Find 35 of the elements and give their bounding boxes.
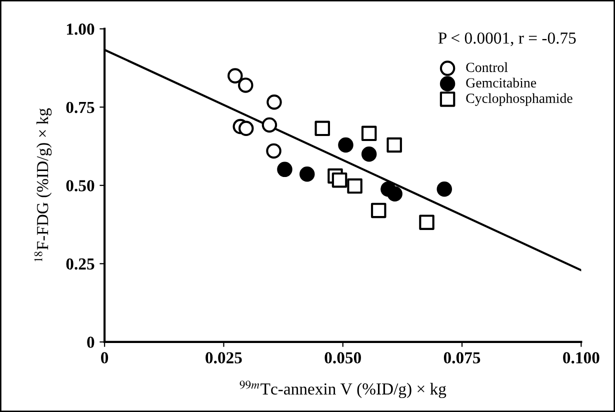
legend-label: Cyclophosphamide	[466, 93, 572, 106]
y-tick-label: 0.50	[66, 180, 94, 192]
y-tick-label: 0	[87, 336, 94, 348]
point	[338, 137, 354, 153]
point	[238, 78, 254, 93]
point	[238, 120, 254, 136]
x-tick-label: 0.100	[563, 352, 600, 364]
y-axis-title: $^{18}$F-FDG (%ID/g) × kg	[34, 108, 52, 262]
x-axis-title: $^{99m}$Tc-annexin V (%ID/g) × kg	[240, 380, 446, 398]
point	[266, 94, 282, 110]
point	[299, 166, 315, 182]
legend-label: Control	[466, 62, 508, 72]
y-tick-label: 1.00	[66, 24, 94, 35]
point	[314, 120, 330, 136]
point	[387, 186, 402, 202]
point	[332, 172, 348, 188]
point	[436, 182, 452, 197]
point	[266, 143, 282, 159]
x-tick-label: 0.050	[324, 352, 361, 364]
point	[262, 117, 278, 133]
point	[347, 178, 362, 194]
point	[361, 126, 377, 142]
x-tick-label: 0	[101, 352, 108, 364]
point	[370, 202, 386, 218]
legend-label: Gemcitabine	[466, 78, 536, 88]
point	[386, 137, 402, 153]
point	[277, 162, 292, 178]
point	[361, 146, 377, 162]
y-tick-label: 0.25	[66, 258, 94, 270]
point	[228, 68, 243, 84]
x-tick-label: 0.075	[444, 352, 480, 364]
annotation: P < 0.0001, r = -0.75	[438, 32, 576, 46]
x-tick-label: 0.025	[206, 352, 242, 364]
point	[419, 214, 434, 230]
y-tick-label: 0.75	[66, 102, 94, 114]
